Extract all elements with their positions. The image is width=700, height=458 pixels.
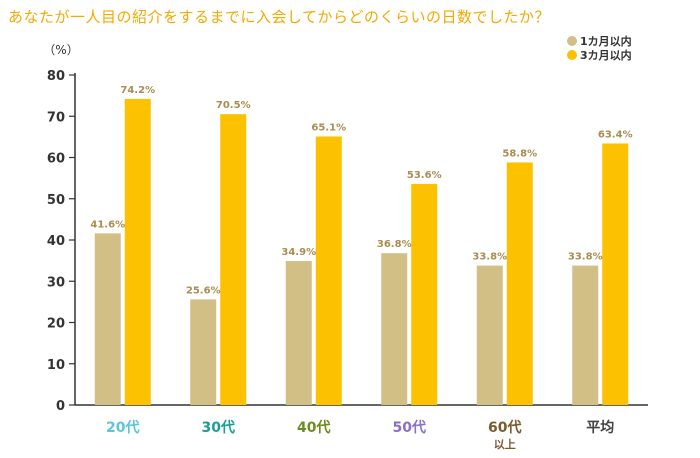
bar-0-3 xyxy=(381,253,408,405)
category-sublabel: 以上 xyxy=(494,437,516,451)
category-label: 20代 xyxy=(106,419,139,436)
y-unit-label: （%） xyxy=(43,43,78,57)
y-tick-label: 80 xyxy=(47,69,65,84)
bar-0-1 xyxy=(190,299,217,405)
data-label: 63.4% xyxy=(598,129,633,140)
category-label: 30代 xyxy=(202,419,235,436)
data-label: 33.8% xyxy=(472,252,507,263)
value-labels: 41.6% 74.2% 25.6% 70.5% 34.9% 65.1% 36.8% 53.6%… xyxy=(90,85,632,296)
data-label: 34.9% xyxy=(281,247,316,258)
bar-1-3 xyxy=(411,183,438,405)
y-tick-label: 10 xyxy=(47,358,65,373)
bars xyxy=(94,98,629,406)
bar-0-5 xyxy=(572,265,599,405)
data-label: 74.2% xyxy=(120,85,155,96)
data-label: 53.6% xyxy=(407,170,442,181)
bar-0-0 xyxy=(94,233,121,405)
data-label: 41.6% xyxy=(90,219,125,230)
data-label: 36.8% xyxy=(377,239,412,250)
y-tick-label: 30 xyxy=(47,275,65,290)
category-label: 平均 xyxy=(586,419,614,436)
category-label: 60代 xyxy=(488,419,521,436)
category-label: 50代 xyxy=(393,419,426,436)
y-tick-label: 40 xyxy=(47,234,65,249)
legend-swatch xyxy=(567,36,577,46)
bar-1-4 xyxy=(506,162,533,405)
chart-title: あなたが一人目の紹介をするまでに入会してからどのくらいの日数でしたか？ xyxy=(8,8,551,26)
data-label: 70.5% xyxy=(216,100,251,111)
bar-0-2 xyxy=(285,261,312,405)
axes: （%） 0 10 20 30 40 50 60 70 80 xyxy=(43,43,648,414)
legend-swatch xyxy=(567,50,577,60)
data-label: 33.8% xyxy=(568,252,603,263)
y-tick-label: 0 xyxy=(56,399,65,414)
legend-label: 1カ月以内 xyxy=(580,34,632,48)
data-label: 25.6% xyxy=(186,285,221,296)
bar-1-5 xyxy=(602,143,629,405)
data-label: 65.1% xyxy=(311,122,346,133)
bar-1-1 xyxy=(220,114,247,405)
bar-0-4 xyxy=(476,265,503,405)
y-tick-label: 70 xyxy=(47,110,65,125)
bar-1-0 xyxy=(124,98,151,406)
y-tick-label: 50 xyxy=(47,193,65,208)
data-label: 58.8% xyxy=(502,148,537,159)
category-label: 40代 xyxy=(297,419,330,436)
y-tick-label: 60 xyxy=(47,152,65,167)
bar-1-2 xyxy=(315,136,342,405)
legend-label: 3カ月以内 xyxy=(580,48,632,62)
y-tick-label: 20 xyxy=(47,317,65,332)
